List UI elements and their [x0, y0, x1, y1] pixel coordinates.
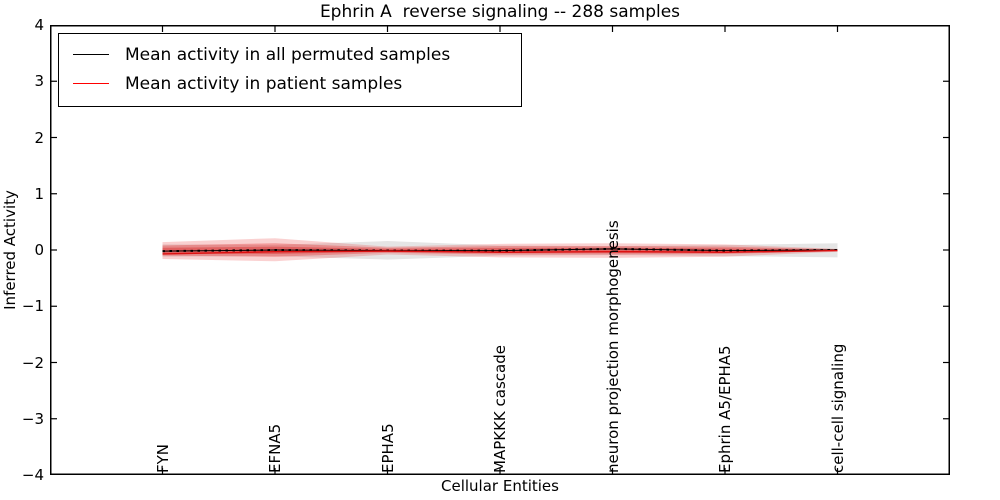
x-tick-label: FYN: [153, 443, 172, 473]
y-tick-label: 1: [34, 184, 44, 203]
y-tick-label: 3: [34, 72, 44, 91]
x-tick-label: MAPKKK cascade: [491, 345, 509, 473]
chart-canvas: [50, 25, 950, 475]
y-tick-label: 4: [34, 16, 44, 34]
chart-title: Ephrin A reverse signaling -- 288 sample…: [319, 2, 681, 22]
red-line-swatch: [73, 83, 109, 84]
mean-line-permuted-dashes: [162, 247, 838, 253]
x-axis-label: Cellular Entities: [441, 477, 559, 495]
x-tick-label: cell-cell signaling: [828, 343, 847, 473]
y-tick-label: −3: [21, 409, 44, 428]
y-tick-label: −2: [21, 353, 44, 372]
y-tick-label: 2: [34, 128, 44, 147]
y-tick-label: −4: [21, 466, 44, 484]
black-line-swatch: [73, 54, 109, 55]
legend-label: Mean activity in all permuted samples: [125, 44, 451, 65]
legend-box: Mean activity in all permuted samples Me…: [58, 33, 522, 107]
y-tick-label: −1: [21, 297, 44, 316]
y-tick-label: 0: [34, 241, 44, 259]
x-tick-label: Ephrin A5/EPHA5: [716, 345, 734, 473]
x-tick-label: neuron projection morphogenesis: [603, 220, 622, 473]
x-tick-label: EFNA5: [266, 423, 284, 473]
legend-item-permuted: Mean activity in all permuted samples: [59, 40, 521, 69]
legend-label: Mean activity in patient samples: [125, 73, 403, 94]
axes-frame: [50, 25, 950, 475]
plot-area: [50, 25, 950, 475]
mean-line-patient: [162, 249, 838, 255]
x-tick-label: EPHA5: [378, 423, 397, 473]
legend-item-patient: Mean activity in patient samples: [59, 69, 521, 98]
